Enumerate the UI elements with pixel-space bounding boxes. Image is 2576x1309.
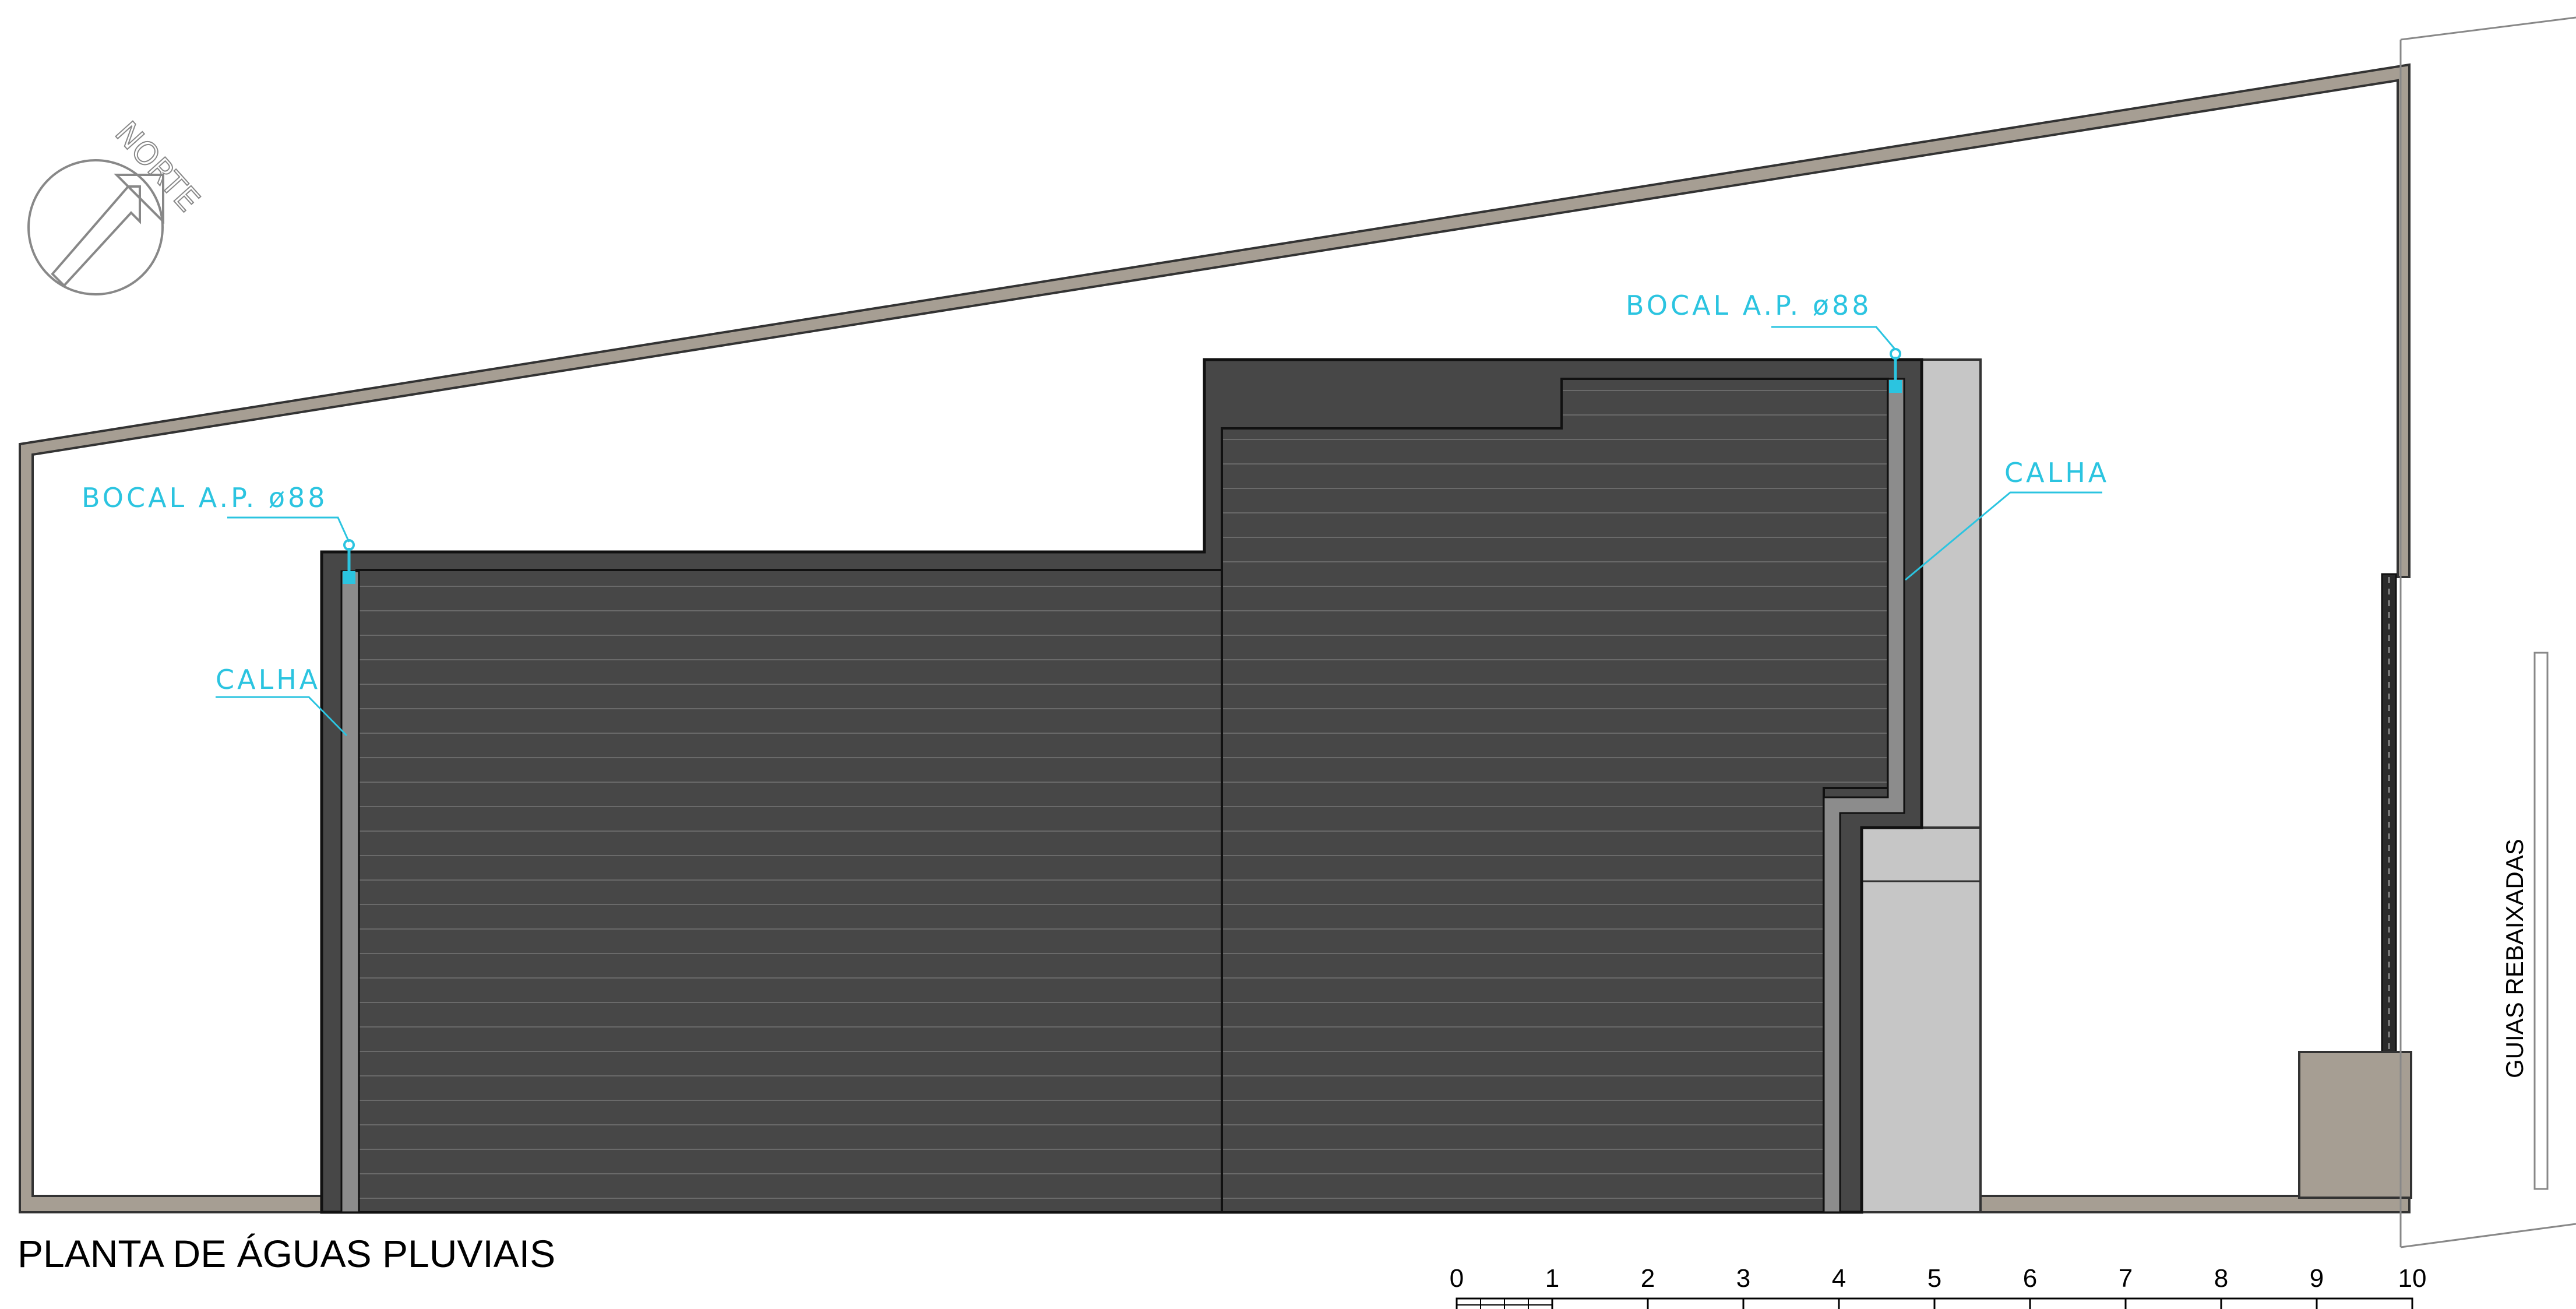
calha-left-label: CALHA (216, 664, 320, 695)
leader-calha-right (1905, 491, 2102, 581)
scale-tick-label: 1 (1545, 1264, 1559, 1293)
roof-plane-left (355, 569, 1223, 1213)
scale-tick-label: 0 (1450, 1264, 1464, 1293)
scale-tick-label: 3 (1736, 1264, 1750, 1293)
north-arrow-circle (27, 159, 164, 295)
lower-light-area (1860, 826, 1982, 1213)
scale-tick-label: 5 (1927, 1264, 1941, 1293)
leader-bocal-right (1771, 326, 1897, 350)
drawing-title: PLANTA DE ÁGUAS PLUVIAIS (17, 1232, 555, 1275)
lot-wall (19, 63, 2411, 1213)
scale-tick-label: 4 (1832, 1264, 1846, 1293)
street-label: GUIAS REBAIXADAS (2501, 839, 2528, 1078)
street-line-bottom (2400, 1223, 2576, 1248)
annotation-leaders (216, 326, 2102, 737)
leader-calha-left (216, 696, 348, 737)
bocal-left-label: BOCAL A.P. ø88 (82, 482, 328, 513)
calha-right-label: CALHA (2004, 457, 2109, 488)
north-arrow-icon (51, 174, 164, 287)
roof (320, 358, 1923, 1214)
scale-tick-label: 6 (2023, 1264, 2037, 1293)
gutter-right (1823, 378, 1905, 1213)
scale-tick-label: 2 (1641, 1264, 1655, 1293)
street-side: GUIAS REBAIXADAS (2399, 16, 2576, 1248)
scale-bar-ticks (1456, 1299, 2413, 1309)
scale-tick-label: 9 (2310, 1264, 2324, 1293)
bocal-right-label: BOCAL A.P. ø88 (1626, 290, 1872, 321)
curb-cut (2533, 652, 2549, 1190)
scale-tick-label: 8 (2214, 1264, 2228, 1293)
lot-boundary-walls (19, 63, 2412, 1213)
north-arrow: NORTE (27, 114, 207, 295)
leader-bocal-left (227, 516, 350, 543)
scale-tick-label: 10 (2398, 1264, 2427, 1293)
scale-bar-labels: 0 1 2 3 4 5 6 7 8 9 10 (1450, 1264, 2427, 1293)
gutter-left (340, 570, 360, 1213)
scale-tick-label: 7 (2119, 1264, 2133, 1293)
street-line-top (2400, 16, 2576, 41)
meter-box (2298, 1051, 2412, 1199)
roof-plane-right (1221, 378, 1889, 1213)
scale-bar: 0 1 2 3 4 5 6 7 8 9 10 (1450, 1264, 2427, 1309)
